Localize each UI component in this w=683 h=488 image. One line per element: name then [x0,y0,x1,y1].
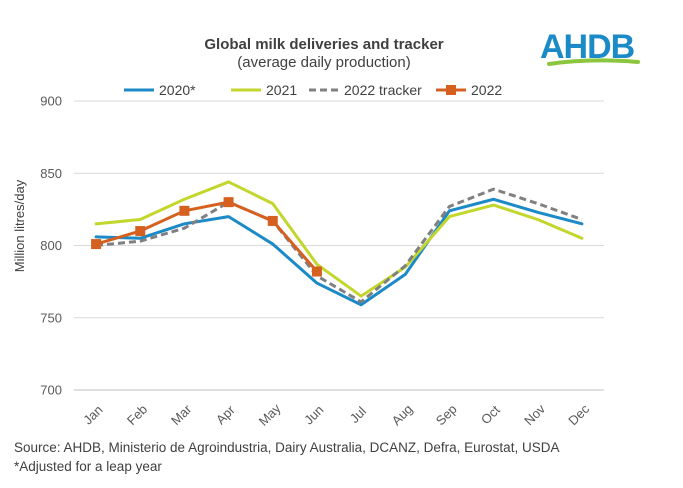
x-tick-label: May [256,400,284,428]
leap-year-footnote: *Adjusted for a leap year [14,459,162,474]
x-tick-label: Feb [124,402,150,428]
x-tick-label: Jul [347,404,369,426]
legend-marker [446,85,456,95]
y-axis-ticks: 700 750 800 850 900 [40,94,62,398]
ahdb-logo: AHDB [540,28,640,66]
gridlines [74,100,604,391]
y-tick-label: 800 [40,238,62,253]
x-tick-label: Jan [80,402,105,427]
series-2021 [94,180,584,298]
y-axis-label: Million litres/day [12,179,27,272]
legend-label: 2022 [471,82,502,98]
x-tick-label: Nov [521,401,548,428]
y-tick-label: 850 [40,166,62,181]
legend: 2020* 2021 2022 tracker 2022 [124,82,502,98]
data-point-2022 [223,197,234,208]
x-tick-label: Apr [213,402,238,427]
chart: Global milk deliveries and tracker (aver… [12,28,640,429]
y-tick-label: 900 [40,94,62,109]
series-2022 [91,197,322,277]
y-tick-label: 700 [40,383,62,398]
series-line-2022-tracker [95,187,583,304]
legend-item-2021: 2021 [231,82,297,98]
data-point-2022 [267,215,278,226]
logo-swoosh [547,58,640,66]
x-tick-label: Mar [168,401,195,428]
source-note: Source: AHDB, Ministerio de Agroindustri… [14,440,560,455]
series-line-2021 [94,180,584,298]
x-tick-label: Oct [478,402,503,427]
series-layer [91,180,584,307]
x-tick-label: Jun [301,402,326,427]
legend-label: 2020* [159,82,196,98]
x-axis-ticks: Jan Feb Mar Apr May Jun Jul Aug Sep Oct Nov Dec [80,400,592,428]
series-line-2022 [94,200,319,274]
data-point-2022 [179,205,190,216]
legend-label: 2021 [266,82,297,98]
series-line-2020 [94,197,584,307]
legend-item-2022-tracker: 2022 tracker [309,82,422,98]
chart-subtitle: (average daily production) [237,54,410,71]
x-tick-label: Sep [433,401,460,428]
data-point-2022 [311,266,322,277]
data-point-2022 [91,239,102,250]
data-point-2022 [135,226,146,237]
legend-label: 2022 tracker [344,82,422,98]
series-2020 [94,197,584,307]
series-2022-tracker [95,187,583,304]
x-tick-label: Aug [389,401,416,428]
x-tick-label: Dec [565,401,592,428]
y-tick-label: 750 [40,310,62,325]
legend-item-2020: 2020* [124,82,196,98]
legend-item-2022: 2022 [436,82,502,98]
chart-title: Global milk deliveries and tracker [204,36,443,53]
